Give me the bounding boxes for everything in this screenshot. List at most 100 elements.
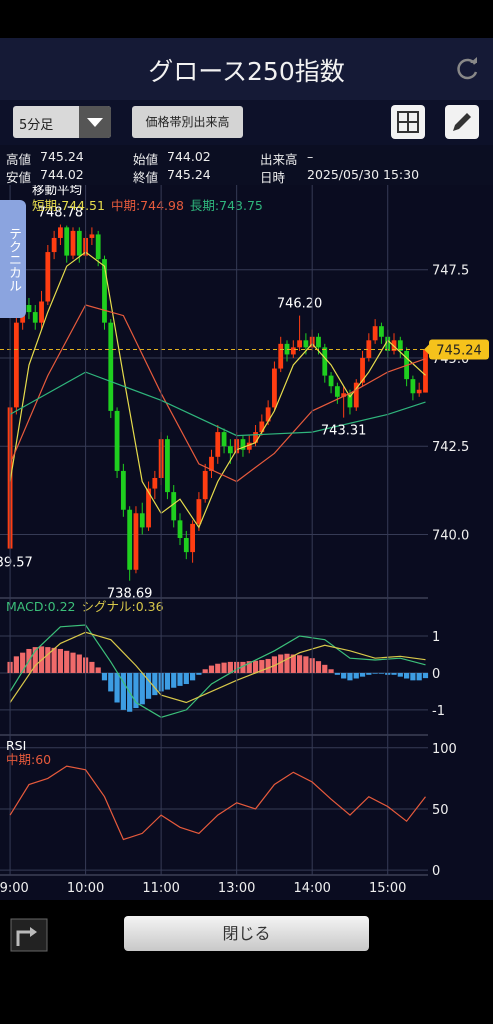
panel-title: 移動平均 — [32, 182, 82, 197]
histogram-bar — [202, 669, 208, 673]
volume-button[interactable]: 価格帯別出来高 — [132, 106, 243, 138]
candle-body — [240, 439, 246, 450]
toolbar: 5分足 価格帯別出来高 — [0, 100, 493, 145]
y-tick-label: -1 — [432, 704, 445, 719]
histogram-bar — [328, 669, 334, 673]
legend-entry: MACD:0.22 — [6, 599, 76, 614]
legend-entry: 短期:744.51 — [32, 198, 105, 213]
y-tick-label: 742.5 — [432, 440, 469, 455]
candle-body — [341, 393, 347, 397]
info-value: – — [307, 149, 314, 164]
header-title: グロース250指数 — [148, 57, 345, 86]
histogram-bar — [334, 672, 340, 675]
interval-dropdown[interactable]: 5分足 — [13, 106, 111, 138]
refresh-icon[interactable] — [455, 56, 481, 82]
histogram-bar — [422, 672, 429, 679]
candle-body — [202, 470, 208, 500]
technical-tab[interactable]: テクニカル — [0, 200, 26, 318]
candle-body — [215, 432, 221, 457]
histogram-bar — [196, 672, 202, 675]
histogram-bar — [278, 654, 284, 673]
info-label: 日時 — [260, 170, 286, 185]
candle-body — [297, 340, 302, 348]
histogram-bar — [64, 650, 70, 673]
histogram-bar — [183, 672, 189, 685]
histogram-bar — [70, 652, 76, 673]
x-tick-label: 14:00 — [293, 881, 330, 896]
histogram-bar — [353, 672, 359, 679]
x-tick-label: 11:00 — [142, 881, 179, 896]
histogram-bar — [114, 672, 120, 703]
histogram-bar — [32, 647, 38, 673]
candle-body — [328, 375, 334, 387]
candle-body — [89, 234, 95, 238]
candle-body — [13, 322, 19, 408]
candle-body — [379, 326, 384, 337]
candle-body — [127, 509, 133, 570]
candle-body — [45, 252, 51, 302]
line-series — [9, 765, 426, 841]
candle-body — [253, 432, 258, 443]
histogram-bar — [108, 672, 114, 692]
candle-body — [423, 349, 428, 393]
candle-body — [246, 442, 252, 450]
histogram-bar — [221, 662, 227, 673]
layout-button[interactable] — [391, 105, 425, 139]
extreme-label: 738.69 — [107, 587, 153, 602]
candle-body — [108, 322, 114, 411]
histogram-bar — [215, 663, 221, 673]
histogram-bar — [246, 661, 252, 673]
candle-body — [397, 340, 403, 351]
candle-body — [303, 340, 309, 348]
extreme-label: 746.20 — [277, 297, 323, 312]
rotate-icon[interactable] — [10, 918, 48, 952]
x-tick-label: 13:00 — [218, 881, 255, 896]
legend-entry: 中期:60 — [6, 752, 51, 767]
candle-body — [316, 336, 321, 348]
candle-body — [102, 259, 107, 323]
candle-body — [139, 513, 145, 528]
info-label: 出来高 — [260, 152, 298, 167]
histogram-bar — [227, 661, 233, 673]
candle-body — [410, 379, 416, 394]
candle-body — [95, 234, 101, 260]
price-label-pointer — [424, 344, 429, 355]
histogram-bar — [410, 672, 416, 681]
line-series — [9, 631, 426, 704]
draw-button[interactable] — [445, 105, 479, 139]
legend-entry: シグナル:0.36 — [82, 599, 164, 614]
histogram-bar — [372, 672, 378, 674]
line-series — [9, 304, 426, 483]
y-tick-label: 0 — [432, 667, 440, 682]
extreme-label: 739.57 — [0, 556, 33, 571]
chart-background — [0, 185, 493, 900]
histogram-bar — [284, 653, 290, 673]
extreme-label: 748.78 — [38, 206, 84, 221]
info-value: 744.02 — [167, 149, 211, 164]
histogram-bar — [359, 672, 366, 677]
candle-body — [272, 368, 277, 408]
close-button[interactable]: 閉じる — [124, 916, 369, 951]
candle-body — [64, 227, 70, 256]
histogram-bar — [152, 672, 158, 696]
histogram-bar — [51, 647, 57, 673]
info-label: 終値 — [133, 170, 159, 185]
candle-body — [51, 237, 57, 253]
histogram-bar — [341, 672, 347, 679]
histogram-bar — [20, 652, 26, 673]
histogram-bar — [290, 654, 296, 673]
histogram-bar — [76, 654, 82, 673]
candle-body — [171, 492, 177, 521]
x-tick-label: 10:00 — [67, 881, 104, 896]
candle-body — [133, 513, 139, 570]
candle-body — [372, 326, 378, 341]
histogram-bar — [133, 672, 139, 709]
info-label: 高値 — [6, 152, 32, 167]
candle-body — [120, 470, 126, 510]
legend-entry: 中期:744.98 — [111, 198, 184, 213]
y-tick-label: 50 — [432, 803, 449, 818]
price-label-box — [429, 339, 489, 360]
histogram-bar — [347, 672, 353, 681]
candle-body — [278, 343, 284, 369]
candle-body — [290, 347, 296, 355]
